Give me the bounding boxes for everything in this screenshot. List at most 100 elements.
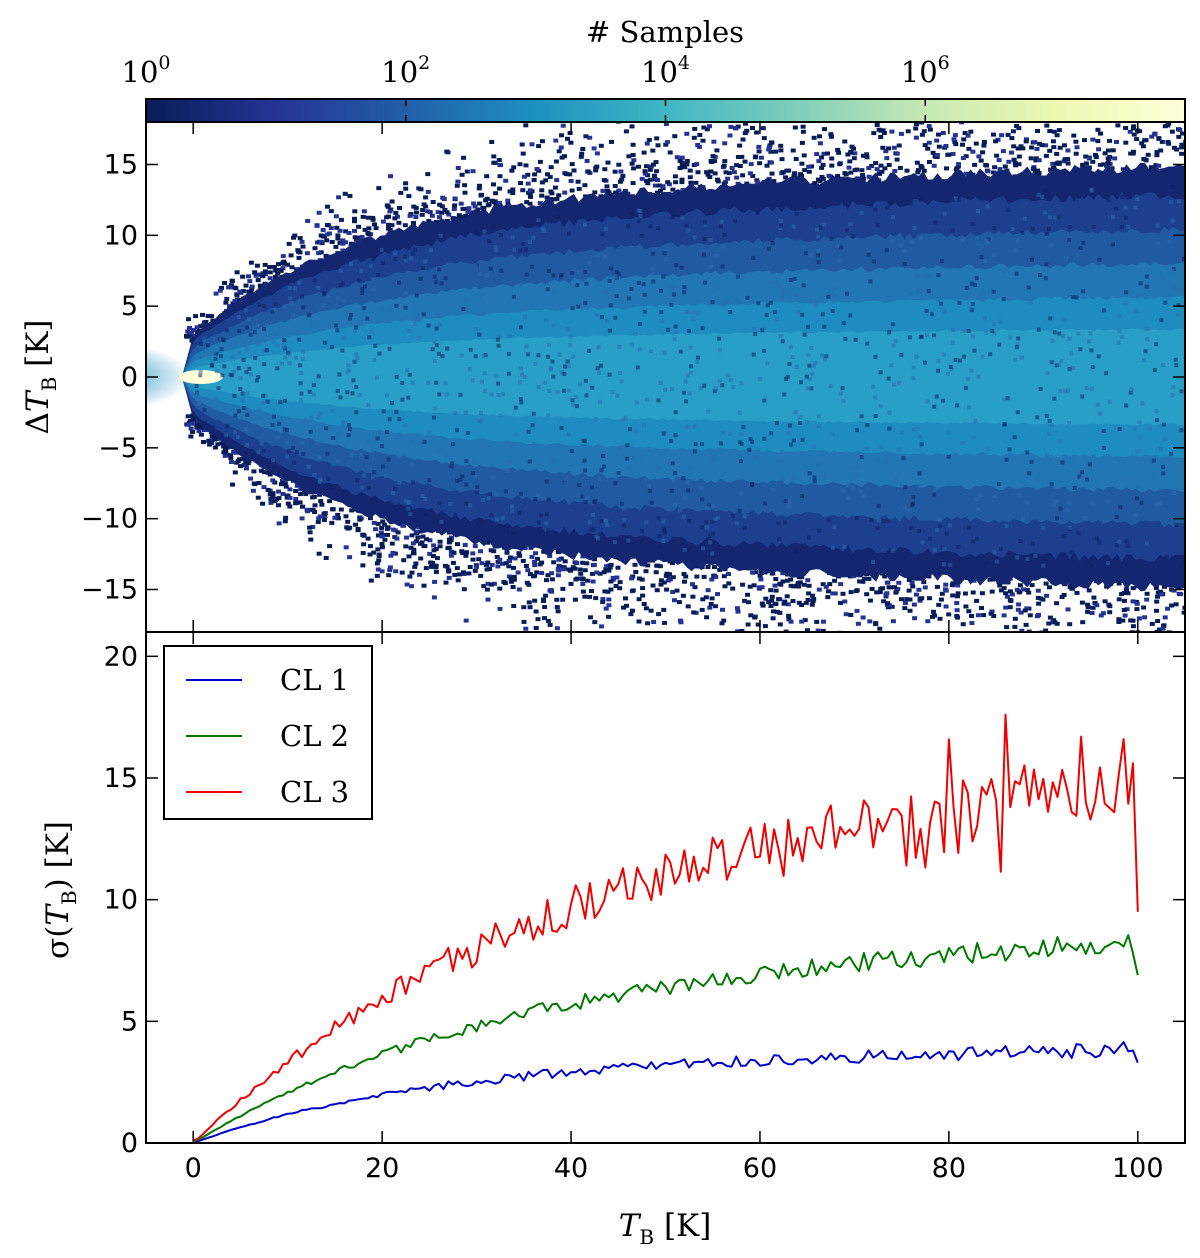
heatmap-speckle	[403, 544, 409, 549]
heatmap-speckle	[315, 520, 321, 524]
heatmap-texture	[481, 354, 486, 358]
heatmap-texture	[464, 501, 469, 506]
heatmap-speckle	[734, 163, 740, 168]
heatmap-texture	[512, 224, 517, 229]
heatmap-speckle	[980, 150, 986, 155]
heatmap-texture	[464, 482, 469, 487]
heatmap-speckle	[443, 580, 449, 585]
heatmap-texture	[948, 364, 953, 369]
heatmap-speckle	[506, 559, 512, 564]
heatmap-texture	[663, 388, 668, 392]
heatmap-speckle	[316, 251, 322, 256]
heatmap-speckle	[497, 186, 502, 191]
colorbar-tick-label: 100	[122, 52, 171, 89]
heatmap-speckle	[1179, 142, 1185, 147]
heatmap-texture	[607, 372, 612, 377]
heatmap-texture	[198, 373, 203, 378]
heatmap-texture	[298, 398, 303, 402]
heatmap-speckle	[256, 481, 262, 485]
colorbar-tick-exp: 4	[678, 52, 690, 74]
heatmap-texture	[673, 502, 677, 507]
heatmap-texture	[682, 285, 687, 290]
heatmap-speckle	[764, 163, 770, 168]
heatmap-texture	[619, 379, 624, 384]
heatmap-speckle	[520, 151, 526, 156]
heatmap-texture	[523, 314, 528, 319]
heatmap-texture	[271, 339, 276, 344]
heatmap-texture	[800, 450, 805, 455]
heatmap-texture	[240, 415, 245, 420]
heatmap-texture	[809, 253, 814, 258]
heatmap-speckle	[1043, 143, 1049, 148]
heatmap-texture	[412, 247, 417, 252]
heatmap-texture	[1091, 225, 1096, 229]
heatmap-speckle	[280, 481, 286, 486]
heatmap-texture	[740, 276, 744, 281]
heatmap-speckle	[1050, 161, 1056, 166]
heatmap-speckle	[806, 164, 812, 169]
heatmap-texture	[738, 491, 743, 496]
heatmap-speckle	[418, 556, 424, 561]
heatmap-speckle	[1054, 601, 1060, 606]
heatmap-texture	[695, 360, 700, 364]
heatmap-speckle	[434, 556, 440, 561]
heatmap-speckle	[601, 570, 607, 575]
heatmap-texture	[666, 327, 670, 332]
heatmap-texture	[890, 238, 895, 243]
heatmap-texture	[511, 294, 516, 299]
heatmap-speckle	[231, 449, 237, 454]
heatmap-texture	[513, 432, 518, 437]
heatmap-texture	[524, 272, 529, 277]
heatmap-speckle	[297, 250, 303, 255]
heatmap-speckle	[768, 149, 774, 154]
heatmap-speckle	[459, 549, 465, 554]
heatmap-texture	[380, 464, 385, 469]
heatmap-texture	[1170, 218, 1175, 223]
heatmap-speckle	[679, 164, 685, 169]
heatmap-texture	[1022, 216, 1027, 221]
heatmap-texture	[265, 399, 270, 404]
heatmap-speckle	[1014, 124, 1020, 128]
heatmap-speckle	[780, 579, 786, 584]
heatmap-texture	[308, 429, 313, 434]
heatmap-texture	[284, 441, 289, 446]
heatmap-speckle	[554, 626, 560, 631]
heatmap-speckle	[472, 568, 478, 573]
heatmap-texture	[547, 269, 551, 274]
heatmap-speckle	[186, 317, 191, 322]
heatmap-speckle	[196, 426, 202, 431]
heatmap-texture	[693, 442, 698, 447]
heatmap-speckle	[1028, 156, 1034, 161]
heatmap-speckle	[866, 166, 872, 170]
heatmap-texture	[788, 442, 793, 447]
heatmap-speckle	[1122, 613, 1128, 618]
heatmap-texture	[316, 415, 321, 420]
heatmap-speckle	[268, 497, 274, 502]
heatmap-speckle	[697, 133, 703, 137]
heatmap-texture	[710, 551, 715, 556]
heatmap-speckle	[926, 574, 932, 579]
heatmap-speckle	[921, 168, 927, 173]
heatmap-texture	[1071, 295, 1076, 300]
heatmap-texture	[288, 296, 293, 301]
heatmap-speckle	[777, 622, 783, 627]
heatmap-speckle	[1032, 140, 1038, 145]
heatmap-texture	[1117, 427, 1122, 432]
heatmap-speckle	[409, 584, 414, 589]
heatmap-speckle	[756, 144, 762, 149]
heatmap-texture	[674, 330, 679, 335]
heatmap-texture	[858, 489, 863, 494]
heatmap-speckle	[485, 581, 491, 586]
heatmap-texture	[444, 392, 449, 397]
heatmap-texture	[312, 278, 317, 283]
heatmap-speckle	[687, 168, 693, 173]
heatmap-texture	[300, 357, 305, 361]
heatmap-speckle	[281, 259, 287, 264]
heatmap-texture	[899, 352, 904, 357]
heatmap-speckle	[387, 209, 393, 214]
heatmap-texture	[925, 399, 930, 404]
heatmap-texture	[986, 447, 991, 452]
heatmap-speckle	[352, 216, 357, 221]
heatmap-speckle	[299, 516, 305, 521]
heatmap-texture	[1087, 339, 1092, 344]
